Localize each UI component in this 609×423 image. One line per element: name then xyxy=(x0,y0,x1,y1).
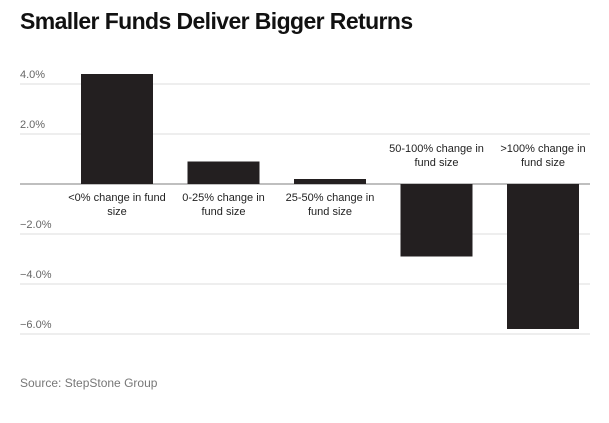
y-tick-label: 2.0% xyxy=(20,119,45,131)
category-label-line: fund size xyxy=(201,206,245,218)
category-label: 25-50% change in fund size xyxy=(286,192,375,218)
y-tick-label: 4.0% xyxy=(20,69,45,81)
bar xyxy=(187,161,260,184)
category-label-line: fund size xyxy=(308,206,352,218)
bar xyxy=(507,184,579,329)
category-label-line: >100% change in xyxy=(500,143,585,155)
category-label: >100% change in fund size xyxy=(500,143,585,169)
bar xyxy=(81,74,153,184)
category-label: <0% change in fund size xyxy=(68,192,166,218)
category-label-line: size xyxy=(107,206,127,218)
bar xyxy=(294,179,366,184)
bar xyxy=(400,184,473,257)
y-tick-label: −6.0% xyxy=(20,319,52,331)
category-label-line: 50-100% change in xyxy=(389,143,484,155)
bars xyxy=(81,74,579,329)
category-label-line: <0% change in fund xyxy=(68,192,166,204)
category-label-line: 25-50% change in xyxy=(286,192,375,204)
category-label-line: fund size xyxy=(521,157,565,169)
y-tick-label: −2.0% xyxy=(20,219,52,231)
labels: 4.0% 2.0% −2.0% −4.0% −6.0% <0% change in fun… xyxy=(20,69,586,331)
y-tick-label: −4.0% xyxy=(20,269,52,281)
category-label-line: 0-25% change in xyxy=(182,192,265,204)
category-label-line: fund size xyxy=(414,157,458,169)
category-label: 0-25% change in fund size xyxy=(182,192,265,218)
category-label: 50-100% change in fund size xyxy=(389,143,484,169)
chart-title: Smaller Funds Deliver Bigger Returns xyxy=(20,8,413,34)
source-note: Source: StepStone Group xyxy=(20,376,158,390)
